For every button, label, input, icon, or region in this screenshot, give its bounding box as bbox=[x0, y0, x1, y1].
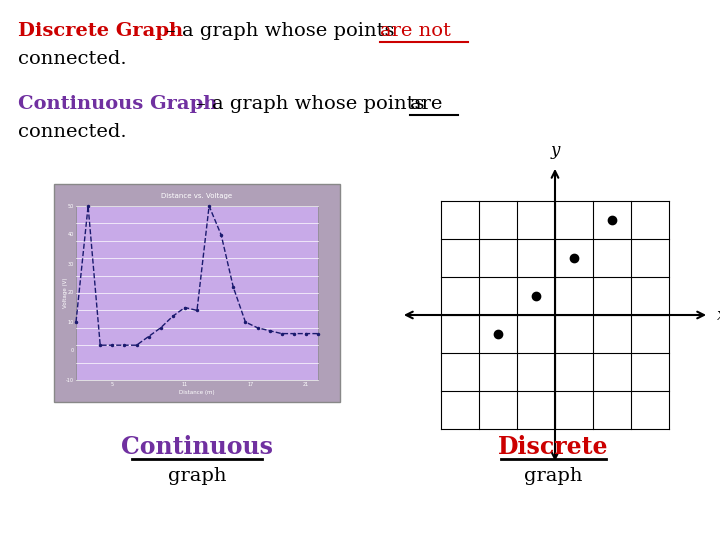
Text: Discrete Graph: Discrete Graph bbox=[18, 22, 183, 40]
Text: 40: 40 bbox=[68, 233, 74, 238]
Bar bbox=[54, 184, 340, 402]
Text: Discrete: Discrete bbox=[498, 435, 608, 459]
Text: – a graph whose points: – a graph whose points bbox=[166, 22, 401, 40]
Text: 21: 21 bbox=[303, 382, 309, 387]
Text: y: y bbox=[550, 142, 559, 159]
Text: 50: 50 bbox=[68, 204, 74, 208]
Text: Voltage (V): Voltage (V) bbox=[63, 278, 68, 308]
Text: graph: graph bbox=[523, 467, 582, 485]
Text: graph: graph bbox=[168, 467, 226, 485]
Text: Continuous: Continuous bbox=[121, 435, 273, 459]
Text: 17: 17 bbox=[247, 382, 253, 387]
Text: -10: -10 bbox=[66, 377, 74, 382]
Text: 5: 5 bbox=[111, 382, 114, 387]
Text: 0: 0 bbox=[71, 348, 74, 354]
Text: 30: 30 bbox=[68, 261, 74, 267]
Text: are: are bbox=[410, 95, 442, 113]
Text: – a graph whose points: – a graph whose points bbox=[196, 95, 431, 113]
Text: 10: 10 bbox=[68, 320, 74, 325]
Text: Continuous Graph: Continuous Graph bbox=[18, 95, 217, 113]
Text: connected.: connected. bbox=[18, 50, 127, 68]
Text: Distance (m): Distance (m) bbox=[179, 390, 215, 395]
Text: are not: are not bbox=[380, 22, 451, 40]
Text: x: x bbox=[717, 307, 720, 323]
Text: Distance vs. Voltage: Distance vs. Voltage bbox=[161, 193, 233, 199]
Text: connected.: connected. bbox=[18, 123, 127, 141]
Text: 11: 11 bbox=[181, 382, 188, 387]
Bar bbox=[76, 206, 318, 380]
Text: 20: 20 bbox=[68, 291, 74, 295]
